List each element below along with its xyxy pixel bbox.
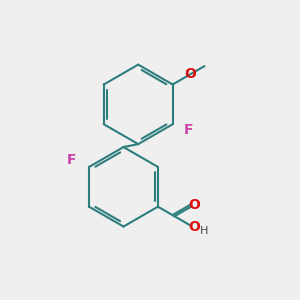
Text: O: O	[189, 198, 200, 212]
Text: O: O	[184, 67, 196, 81]
Text: O: O	[188, 220, 200, 234]
Text: H: H	[200, 226, 208, 236]
Text: F: F	[67, 153, 76, 166]
Text: F: F	[184, 123, 194, 137]
